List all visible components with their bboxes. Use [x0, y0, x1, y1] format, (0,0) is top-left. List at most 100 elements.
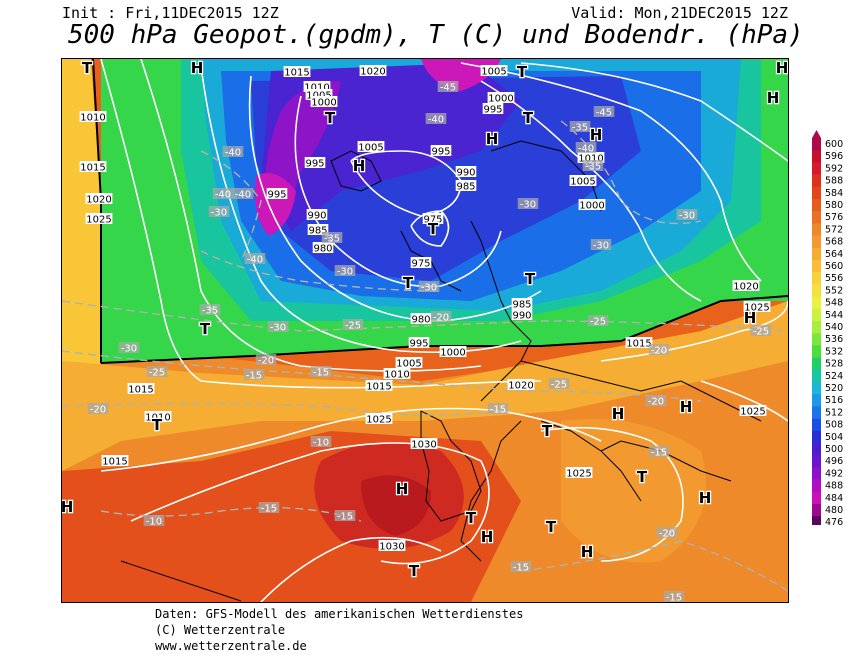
temperature-label: -35 — [199, 304, 221, 317]
scale-swatch — [812, 467, 821, 480]
pressure-label-text: 990 — [307, 211, 326, 222]
scale-swatch — [812, 333, 821, 346]
temperature-label-text: -15 — [261, 504, 277, 515]
pressure-label-text: 1005 — [481, 67, 506, 78]
temperature-label-text: -45 — [440, 83, 456, 94]
pressure-label: 1025 — [365, 413, 393, 426]
temperature-label: -20 — [648, 344, 670, 357]
credit-data-source: Daten: GFS-Modell des amerikanischen Wet… — [155, 607, 524, 621]
valid-time: Valid: Mon,21DEC2015 12Z — [571, 4, 788, 22]
scale-level-label: 564 — [825, 249, 843, 260]
low-pressure-marker: T — [542, 422, 553, 440]
scale-level-label: 532 — [825, 346, 843, 357]
field-yellow-west — [62, 59, 101, 441]
temperature-label-text: -40 — [428, 115, 444, 126]
pressure-label-text: 1010 — [145, 413, 170, 424]
high-pressure-marker: H — [699, 489, 712, 507]
pressure-label: 1005 — [569, 175, 597, 188]
temperature-label-text: -20 — [648, 397, 664, 408]
scale-level-label: 500 — [825, 444, 843, 455]
pressure-label: 1000 — [310, 96, 338, 109]
pressure-label: 1015 — [101, 455, 129, 468]
scale-swatch — [812, 260, 821, 273]
temperature-label: -35 — [569, 121, 591, 134]
temperature-label: -30 — [118, 342, 140, 355]
temperature-label-text: -15 — [666, 593, 682, 603]
temperature-label-text: -35 — [572, 123, 588, 134]
temperature-label: -15 — [510, 561, 532, 574]
scale-level-label: 504 — [825, 432, 843, 443]
temperature-label: -20 — [255, 354, 277, 367]
pressure-label: 985 — [307, 224, 329, 237]
temperature-label-text: -20 — [651, 346, 667, 357]
pressure-label-text: 1010 — [578, 154, 603, 165]
pressure-label: 1025 — [85, 213, 113, 226]
temperature-label: -15 — [243, 369, 265, 382]
temperature-label-text: -15 — [246, 371, 262, 382]
scale-swatch — [812, 174, 821, 188]
low-pressure-marker: T — [546, 518, 557, 536]
high-pressure-marker: H — [396, 480, 409, 498]
pressure-label-text: 985 — [308, 226, 327, 237]
scale-swatch — [812, 394, 821, 407]
low-pressure-marker: T — [517, 63, 528, 81]
pressure-centers: HHHHHHHHHHHHHHTTTTTTTTTTTTTT — [62, 59, 788, 581]
pressure-label: 1005 — [480, 65, 508, 78]
temperature-label-text: -40 — [247, 255, 263, 266]
scale-arrow-top — [812, 130, 821, 138]
high-pressure-marker: H — [481, 528, 494, 546]
scale-swatch — [812, 491, 821, 505]
pressure-label-text: 1015 — [284, 68, 309, 79]
pressure-label-text: 995 — [409, 339, 428, 350]
scale-level-label: 548 — [825, 298, 843, 309]
pressure-label-text: 1025 — [86, 215, 111, 226]
pressure-label-text: 1005 — [358, 143, 383, 154]
temperature-label: -40 — [244, 253, 266, 266]
pressure-label-text: 1015 — [80, 163, 105, 174]
pressure-label: 1015 — [365, 380, 393, 393]
pressure-label: 1010 — [577, 152, 605, 165]
temperature-label: -40 — [232, 188, 254, 201]
pressure-label: 995 — [482, 103, 504, 116]
temperature-label: -20 — [87, 403, 109, 416]
pressure-label: 990 — [306, 209, 328, 222]
pressure-label-text: 1020 — [360, 67, 385, 78]
pressure-labels: 1015102010101005100010051000995101010059… — [79, 65, 771, 553]
scale-level-label: 600 — [825, 139, 843, 150]
pressure-label-text: 1000 — [488, 94, 513, 105]
scale-level-label: 508 — [825, 420, 843, 431]
pressure-label: 990 — [511, 309, 533, 322]
temperature-label-text: -15 — [313, 368, 329, 379]
temperature-label-text: -25 — [551, 380, 567, 391]
pressure-label: 1015 — [625, 337, 653, 350]
pressure-label: 1030 — [410, 438, 438, 451]
temperature-label-text: -15 — [337, 512, 353, 523]
scale-swatch — [812, 504, 821, 517]
temperature-label-text: -20 — [433, 313, 449, 324]
pressure-label: 985 — [455, 180, 477, 193]
scale-swatch — [812, 223, 821, 236]
pressure-label: 985 — [511, 298, 533, 311]
temperature-label-text: -15 — [490, 405, 506, 416]
pressure-label-text: 995 — [267, 190, 286, 201]
temperature-label-text: -15 — [513, 563, 529, 574]
high-pressure-marker: H — [191, 59, 204, 77]
high-pressure-marker: H — [590, 126, 603, 144]
low-pressure-marker: T — [409, 562, 420, 580]
contour-552 — [100, 295, 788, 364]
temperature-label-text: -25 — [345, 321, 361, 332]
pressure-label: 1015 — [127, 383, 155, 396]
scale-level-label: 580 — [825, 200, 843, 211]
temperature-label: -40 — [212, 188, 234, 201]
pressure-label-text: 1015 — [102, 457, 127, 468]
scale-swatch — [812, 455, 821, 468]
pressure-label-text: 1020 — [508, 381, 533, 392]
low-pressure-marker: T — [325, 109, 336, 127]
scale-level-label: 524 — [825, 371, 843, 382]
pressure-label-text: 1000 — [579, 201, 604, 212]
temperature-label: -25 — [548, 378, 570, 391]
scale-level-label: 480 — [825, 505, 843, 516]
temperature-label-text: -35 — [585, 162, 601, 173]
pressure-label-text: 1020 — [86, 195, 111, 206]
temperature-label: -20 — [656, 527, 678, 540]
